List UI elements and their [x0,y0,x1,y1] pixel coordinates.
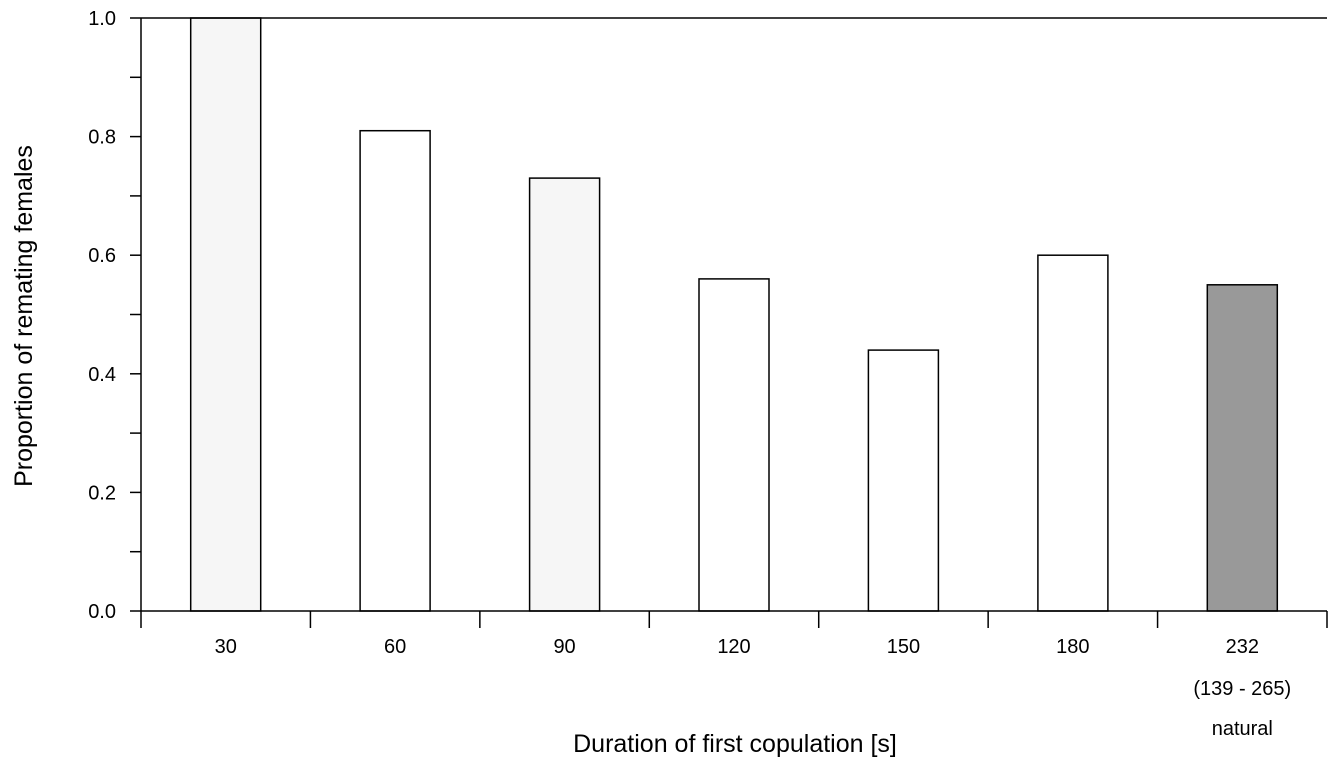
x-tick-label: 150 [887,636,920,658]
bar-90 [528,177,601,612]
bar-150 [867,349,940,612]
x-tick-label: 232 [1226,636,1259,658]
bar-120 [698,278,770,612]
x-tick-label: 180 [1056,636,1089,658]
bar-232 [1206,284,1279,612]
bars-group [189,17,1279,612]
bar-30 [189,17,262,612]
x-tick-sublabel: (139 - 265) [1193,678,1291,700]
bar-60 [359,129,431,612]
y-tick-label: 0.8 [88,127,116,149]
y-tick-label: 0.2 [88,482,116,504]
ticks-group: 0.0 0.2 0.4 0.6 0.8 1.0 30 60 90 120 150 180 232 (139… [88,8,1328,740]
x-tick-label: 60 [384,636,406,658]
x-tick-sublabel: natural [1212,718,1273,740]
x-tick-label: 90 [553,636,575,658]
y-tick-label: 0.4 [88,364,116,386]
y-axis-title: Proportion of remating females [10,145,38,487]
x-tick-label: 120 [717,636,750,658]
y-tick-label: 1.0 [88,8,116,30]
y-tick-label: 0.6 [88,245,116,267]
x-tick-label: 30 [215,636,237,658]
y-tick-label: 0.0 [88,601,116,623]
bar-180 [1037,254,1109,612]
x-axis-title: Duration of first copulation [s] [573,730,897,758]
